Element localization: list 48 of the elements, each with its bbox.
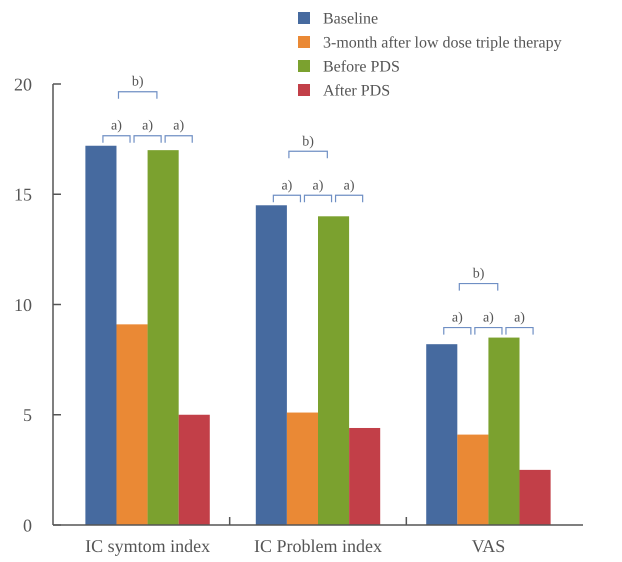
significance-bracket: a) bbox=[474, 310, 503, 335]
annotation: a) bbox=[111, 118, 122, 134]
y-tick-label: 20 bbox=[14, 74, 32, 94]
bar bbox=[318, 216, 350, 525]
bar bbox=[178, 414, 210, 525]
y-tick-label: 15 bbox=[14, 184, 32, 205]
bar bbox=[457, 434, 488, 525]
legend-label: Before PDS bbox=[323, 58, 400, 76]
y-tick-label: 5 bbox=[23, 405, 32, 426]
significance-bracket: b) bbox=[458, 266, 498, 291]
bar bbox=[148, 150, 179, 525]
bar bbox=[426, 344, 458, 525]
significance-bracket: a) bbox=[133, 118, 162, 143]
significance-bracket: b) bbox=[118, 74, 158, 99]
annotation: a) bbox=[142, 118, 154, 134]
annotation: a) bbox=[514, 310, 526, 326]
bar bbox=[349, 428, 380, 525]
annotation: a) bbox=[173, 118, 184, 134]
significance-bracket: a) bbox=[334, 178, 364, 202]
annotation: a) bbox=[312, 178, 324, 194]
significance-bracket: a) bbox=[272, 178, 302, 202]
y-tick-label: 0 bbox=[23, 515, 32, 536]
bar bbox=[256, 205, 287, 525]
annotation: a) bbox=[482, 310, 494, 326]
legend-label: 3-month after low dose triple therapy bbox=[323, 34, 562, 52]
annotation: a) bbox=[281, 178, 293, 194]
bar bbox=[286, 412, 318, 525]
significance-bracket: a) bbox=[443, 310, 472, 335]
significance-bracket: b) bbox=[288, 134, 328, 158]
annotation: a) bbox=[452, 310, 464, 326]
bar bbox=[488, 338, 520, 525]
bar bbox=[520, 470, 551, 525]
annotation: b) bbox=[132, 74, 144, 90]
significance-bracket: a) bbox=[505, 310, 534, 335]
significance-bracket: a) bbox=[164, 118, 193, 143]
annotation: b) bbox=[302, 134, 314, 150]
legend-label: After PDS bbox=[323, 82, 390, 100]
significance-bracket: a) bbox=[304, 178, 332, 202]
y-tick-label: 10 bbox=[14, 294, 32, 315]
bar bbox=[85, 146, 116, 525]
x-tick-label: IC Problem index bbox=[254, 536, 382, 556]
legend-label: Baseline bbox=[323, 10, 378, 28]
significance-bracket: a) bbox=[102, 118, 131, 143]
x-tick-label: VAS bbox=[472, 536, 506, 556]
x-tick-label: IC symtom index bbox=[85, 536, 210, 556]
bar bbox=[116, 324, 148, 525]
annotation: b) bbox=[472, 266, 485, 282]
annotation: a) bbox=[344, 178, 355, 194]
